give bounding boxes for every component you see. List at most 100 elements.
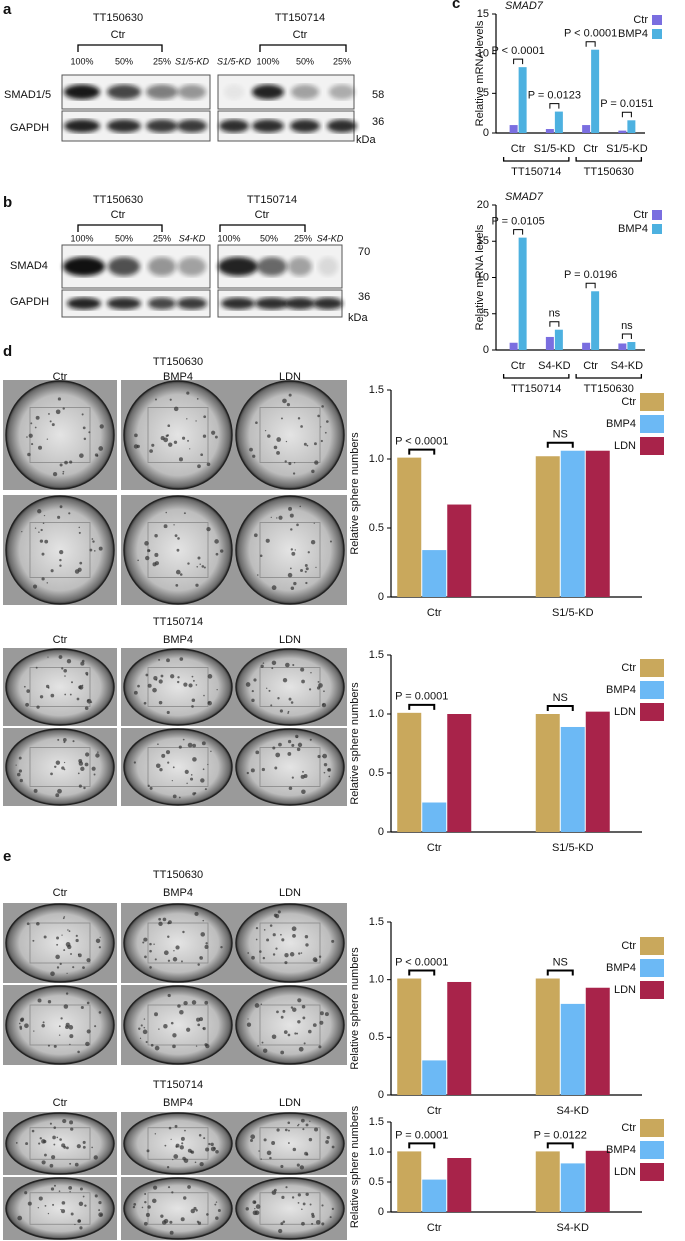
sphere-dot <box>57 788 62 794</box>
sphere-dot <box>277 697 280 700</box>
sphere-dot <box>204 1000 209 1005</box>
sphere-dot <box>294 549 296 551</box>
sphere-dot <box>158 1028 160 1030</box>
sphere-dot <box>46 582 48 584</box>
sphere-dot <box>272 746 276 750</box>
sphere-dot <box>26 436 28 438</box>
sphere-dot <box>257 1045 259 1047</box>
sphere-dot <box>297 1020 301 1024</box>
well-grid <box>147 1192 209 1225</box>
sphere-dot <box>294 1032 297 1035</box>
sphere-dot <box>314 958 318 963</box>
sphere-dot <box>163 950 169 956</box>
sphere-dot <box>186 418 188 420</box>
sphere-dot <box>172 766 175 769</box>
well-grid <box>147 1127 209 1160</box>
sphere-dot <box>50 772 53 776</box>
sphere-dot <box>61 1209 66 1214</box>
sphere-dot <box>267 434 271 438</box>
well <box>235 728 345 806</box>
group-bracket <box>502 157 570 162</box>
sphere-dot <box>196 397 199 400</box>
sphere-dot <box>149 949 152 953</box>
sphere-dot <box>179 573 183 576</box>
sphere-dot <box>39 539 44 543</box>
sphere-dot <box>193 1206 197 1211</box>
sphere-dot <box>92 540 95 543</box>
sphere-dot <box>302 1128 305 1131</box>
legend-swatch <box>640 437 664 455</box>
sphere-dot <box>246 1022 252 1027</box>
sphere-dot <box>181 960 183 963</box>
y-tick-label: 1.0 <box>369 453 384 465</box>
sphere-dot <box>32 939 35 942</box>
lane-label: S1/5-KD <box>175 56 210 66</box>
sphere-dot <box>78 758 83 763</box>
sphere-dot <box>78 1201 84 1207</box>
bar <box>591 291 600 350</box>
well <box>5 985 115 1065</box>
sphere-dot <box>69 1190 71 1193</box>
legend-label: Ctr <box>621 662 636 674</box>
sphere-dot <box>259 950 262 953</box>
blot-band <box>146 119 178 133</box>
sphere-dot <box>278 515 283 520</box>
sphere-dot <box>282 677 288 683</box>
sphere-dot <box>33 788 38 793</box>
significance-bracket <box>546 1142 574 1149</box>
sphere-dot <box>296 747 301 752</box>
sphere-dot <box>34 426 37 429</box>
sphere-dot <box>280 1050 285 1055</box>
sphere-dot <box>133 761 136 764</box>
annotation: P < 0.0001 <box>491 45 544 57</box>
significance-bracket <box>585 41 596 47</box>
sphere-dot <box>329 1216 332 1219</box>
legend-label: Ctr <box>633 14 648 26</box>
sphere-dot <box>207 674 213 679</box>
sphere-dot <box>316 686 321 690</box>
bar <box>447 504 472 597</box>
x-tick-label: Ctr <box>511 360 526 372</box>
sphere-dot <box>186 391 190 395</box>
sphere-dot <box>276 517 278 519</box>
sphere-dot <box>173 440 178 444</box>
bar <box>545 336 554 350</box>
lane-label: 50% <box>296 56 314 66</box>
sphere-dot <box>203 415 207 419</box>
x-tick-label: S4-KD <box>557 1105 589 1117</box>
sphere-dot <box>84 762 89 767</box>
sphere-dot <box>78 531 81 534</box>
sphere-dot <box>260 1158 262 1160</box>
sphere-dot <box>178 745 182 749</box>
y-tick-label: 1.5 <box>369 1116 384 1128</box>
sphere-dot <box>147 1205 151 1209</box>
sphere-dot <box>303 1042 306 1045</box>
sphere-dot <box>199 563 201 565</box>
bar <box>560 726 585 832</box>
y-tick-label: 0 <box>378 1089 384 1101</box>
y-axis-label: Relative mRNA levels <box>474 224 486 330</box>
sphere-dot <box>86 698 92 704</box>
sphere-dot <box>173 1154 179 1159</box>
well <box>123 380 233 490</box>
sphere-dot <box>270 704 273 707</box>
sphere-dot <box>78 784 82 788</box>
y-tick-label: 15 <box>477 235 489 247</box>
bar <box>627 120 636 133</box>
sphere-dot <box>38 445 43 450</box>
sphere-dot <box>44 539 49 544</box>
sphere-dot <box>142 1029 148 1035</box>
sphere-dot <box>143 1026 146 1029</box>
sphere-dot <box>284 961 288 965</box>
y-axis-label: Relative mRNA levels <box>474 20 486 126</box>
sphere-dot <box>47 1000 52 1004</box>
bar <box>535 978 560 1095</box>
sphere-dot <box>175 945 180 950</box>
blot-band <box>107 119 141 133</box>
sphere-dot <box>37 1207 40 1209</box>
sphere-dot <box>171 780 173 782</box>
sphere-dot <box>192 792 196 796</box>
sphere-dot <box>288 786 293 790</box>
sphere-dot <box>305 943 309 947</box>
legend-swatch <box>652 224 662 234</box>
